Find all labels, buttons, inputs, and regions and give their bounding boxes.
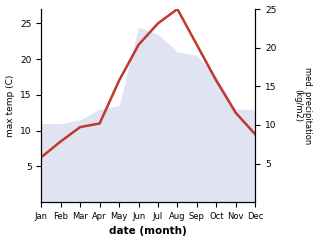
Y-axis label: max temp (C): max temp (C) (5, 75, 15, 137)
Y-axis label: med. precipitation
(kg/m2): med. precipitation (kg/m2) (293, 67, 313, 144)
X-axis label: date (month): date (month) (109, 227, 187, 236)
